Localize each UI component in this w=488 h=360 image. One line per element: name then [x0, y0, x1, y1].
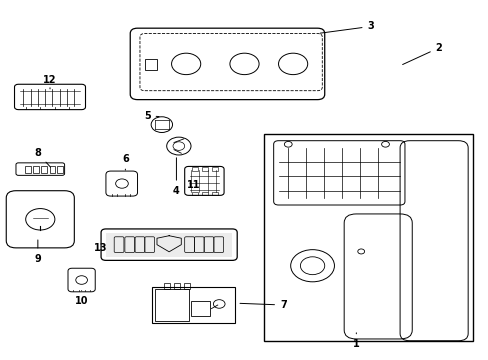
Bar — [192, 167, 198, 171]
Bar — [183, 283, 189, 289]
Text: 13: 13 — [94, 243, 107, 253]
Bar — [49, 166, 55, 173]
Bar — [174, 283, 180, 289]
Bar — [202, 192, 207, 195]
Bar — [164, 283, 170, 289]
Bar — [211, 167, 217, 171]
Text: 10: 10 — [75, 291, 88, 306]
Text: 1: 1 — [352, 333, 359, 349]
Bar — [191, 301, 210, 316]
Bar — [41, 166, 47, 173]
Text: 3: 3 — [320, 21, 373, 33]
Bar — [57, 166, 62, 173]
Bar — [202, 167, 207, 171]
Bar — [144, 59, 157, 70]
Text: 4: 4 — [173, 158, 180, 196]
Text: 11: 11 — [186, 180, 200, 190]
Text: 9: 9 — [35, 240, 41, 264]
Text: 5: 5 — [143, 111, 159, 121]
Bar — [33, 166, 39, 173]
Bar — [152, 287, 234, 323]
Bar — [192, 192, 198, 195]
Bar — [211, 192, 217, 195]
Text: 6: 6 — [122, 154, 128, 170]
Text: 2: 2 — [402, 43, 442, 64]
Bar — [154, 289, 188, 321]
Bar — [25, 166, 30, 173]
Text: 8: 8 — [34, 148, 50, 167]
Bar — [264, 134, 472, 341]
Text: 12: 12 — [43, 75, 57, 89]
Text: 7: 7 — [240, 300, 286, 310]
Bar — [106, 233, 232, 257]
